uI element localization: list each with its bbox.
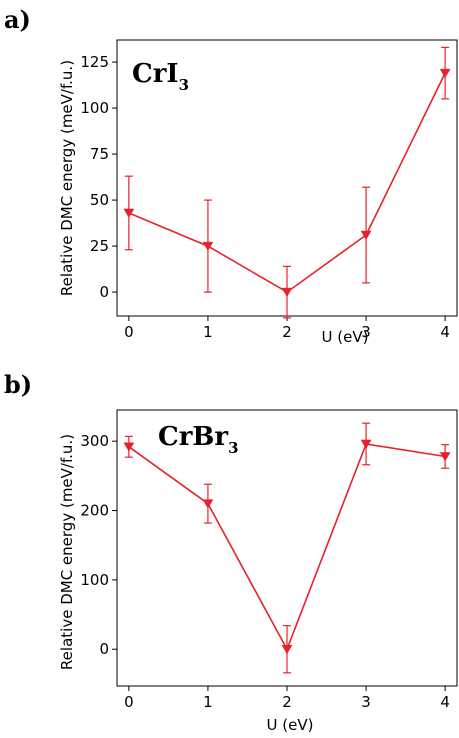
data-point — [202, 499, 214, 509]
x-tick-label: 3 — [361, 323, 371, 341]
data-point — [281, 644, 293, 655]
data-point — [123, 208, 135, 218]
x-tick-label: 0 — [124, 693, 134, 711]
data-point — [360, 230, 372, 241]
data-point — [281, 287, 293, 298]
x-tick-label: 2 — [282, 693, 292, 711]
x-axis-label: U (eV) — [267, 716, 314, 734]
x-tick-label: 1 — [203, 693, 213, 711]
y-tick-label: 0 — [99, 640, 109, 658]
series-line — [128, 443, 446, 652]
y-tick-label: 50 — [90, 191, 109, 209]
x-axis-label: U (eV) — [322, 328, 369, 346]
y-tick-label: 75 — [90, 145, 109, 163]
panel-label: a) — [4, 5, 31, 34]
data-point — [202, 241, 214, 252]
x-tick-label: 4 — [440, 693, 450, 711]
chart-title: CrI3 — [132, 59, 189, 94]
x-tick-label: 1 — [203, 323, 213, 341]
y-tick-label: 300 — [80, 432, 109, 450]
y-tick-label: 125 — [80, 53, 109, 71]
series-line — [128, 72, 446, 294]
series-marks — [123, 46, 451, 319]
axis-ticks: 0 1 2 3 4 0 25 50 75 100 125 — [80, 53, 450, 341]
panel-b: b) CrBr3 U (eV) Relative DMC energy (meV… — [4, 370, 458, 734]
panel-label: b) — [4, 370, 32, 399]
y-tick-label: 0 — [99, 283, 109, 301]
series-marks — [123, 422, 451, 674]
panel-a: a) CrI3 U (eV) Relative DMC energy (meV/… — [4, 5, 458, 346]
y-tick-label: 25 — [90, 237, 109, 255]
y-tick-label: 200 — [80, 502, 109, 520]
x-tick-label: 3 — [361, 693, 371, 711]
y-tick-label: 100 — [80, 99, 109, 117]
chart-title: CrBr3 — [158, 422, 239, 457]
x-tick-label: 2 — [282, 323, 292, 341]
data-point — [439, 68, 451, 79]
y-axis-label: Relative DMC energy (meV/f.u.) — [58, 434, 76, 670]
data-point — [439, 452, 451, 462]
x-tick-label: 4 — [440, 323, 450, 341]
data-point — [123, 442, 135, 452]
y-tick-label: 100 — [80, 571, 109, 589]
data-point — [360, 439, 372, 449]
x-tick-label: 0 — [124, 323, 134, 341]
axis-ticks: 0 1 2 3 4 0 100 200 300 — [80, 432, 450, 711]
y-axis-label: Relative DMC energy (meV/f.u.) — [58, 60, 76, 296]
